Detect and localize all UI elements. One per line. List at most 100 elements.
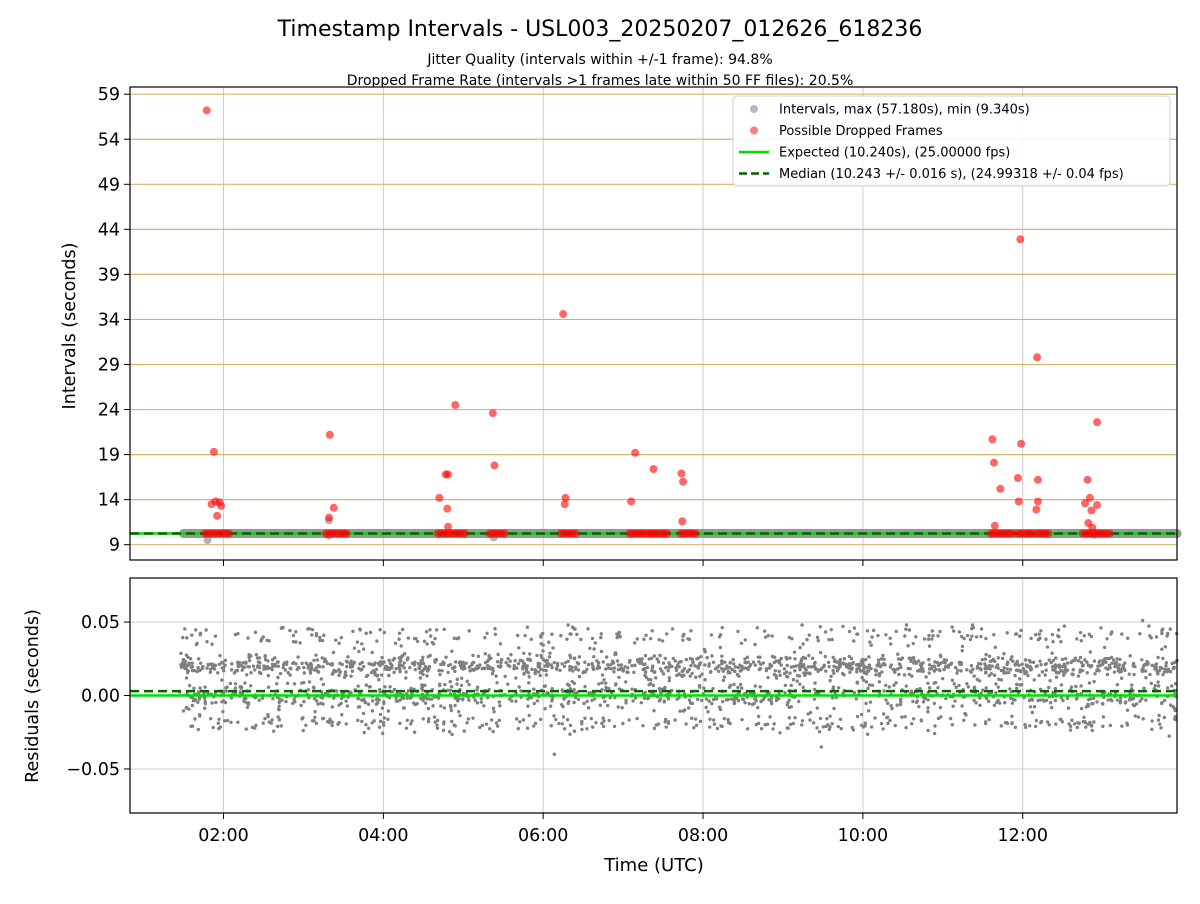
residual-point — [1048, 679, 1052, 683]
residual-point — [575, 691, 579, 695]
residual-point — [464, 661, 468, 665]
residual-point — [453, 703, 457, 708]
residual-point — [422, 639, 427, 643]
residual-point — [868, 640, 872, 644]
residual-point — [544, 668, 548, 673]
residual-point — [721, 699, 725, 704]
residual-point — [601, 724, 606, 729]
residual-point — [1161, 672, 1165, 677]
residual-point — [190, 633, 194, 637]
residual-point — [427, 717, 431, 721]
residual-point — [198, 661, 203, 665]
residual-point — [876, 661, 881, 665]
residual-point — [1075, 637, 1079, 641]
residual-point — [756, 705, 760, 710]
residual-point — [745, 727, 750, 731]
residual-point — [398, 669, 402, 674]
residual-point — [266, 673, 271, 678]
residual-point — [674, 668, 679, 673]
residual-point — [657, 638, 661, 642]
residual-point — [1101, 702, 1105, 706]
residual-point — [806, 665, 811, 669]
residual-point — [428, 628, 432, 632]
residual-point — [1144, 698, 1148, 702]
residual-point — [1092, 720, 1096, 724]
residual-point — [779, 663, 783, 667]
residual-point — [1145, 662, 1149, 667]
residual-point — [944, 696, 948, 701]
residual-point — [233, 682, 238, 686]
residual-point — [743, 660, 747, 665]
residual-point — [548, 704, 553, 708]
dropped-frame-point — [1083, 475, 1092, 484]
residual-point — [470, 662, 474, 667]
residual-point — [777, 659, 782, 663]
residual-point — [909, 689, 914, 693]
residual-point — [362, 730, 366, 735]
residual-point — [190, 724, 195, 728]
residual-point — [377, 678, 381, 682]
residual-point — [844, 665, 849, 669]
legend-label: Possible Dropped Frames — [779, 124, 943, 139]
intervals-y-tick-label: 34 — [98, 310, 120, 330]
residual-point — [953, 699, 957, 703]
residual-point — [678, 709, 682, 713]
residual-point — [525, 726, 530, 730]
residual-point — [599, 649, 604, 654]
residual-point — [211, 725, 215, 730]
residual-point — [224, 686, 228, 690]
legend-label: Median (10.243 +/- 0.016 s), (24.99318 +… — [779, 167, 1124, 182]
residual-point — [728, 661, 732, 665]
residual-point — [681, 709, 686, 713]
residual-point — [283, 668, 288, 672]
residual-point — [756, 714, 761, 719]
residual-point — [992, 633, 996, 637]
residual-point — [654, 676, 658, 680]
residual-point — [330, 723, 334, 728]
residual-point — [1038, 698, 1043, 702]
residual-point — [1030, 698, 1035, 702]
residual-point — [498, 642, 503, 646]
residual-point — [926, 637, 931, 641]
residual-point — [604, 681, 608, 685]
residual-point — [1168, 627, 1172, 631]
residual-point — [409, 686, 413, 691]
residual-point — [608, 696, 612, 700]
residual-point — [442, 706, 447, 710]
residual-point — [279, 626, 284, 630]
residual-point — [624, 680, 628, 684]
residual-point — [616, 667, 621, 672]
residual-point — [832, 659, 837, 664]
residual-point — [1059, 683, 1064, 687]
residual-point — [322, 659, 327, 664]
residual-point — [732, 662, 736, 666]
residual-point — [804, 671, 808, 676]
residual-point — [1080, 668, 1085, 673]
dropped-frame-point — [490, 461, 499, 470]
residual-point — [1092, 679, 1096, 684]
residual-point — [723, 660, 727, 664]
residual-point — [314, 653, 318, 657]
residual-point — [605, 703, 610, 708]
residual-point — [314, 631, 319, 636]
residual-point — [404, 726, 409, 730]
residual-point — [1118, 670, 1122, 674]
residual-point — [783, 683, 787, 688]
residual-point — [1010, 701, 1015, 705]
residual-point — [602, 678, 606, 682]
residual-point — [263, 654, 267, 659]
intervals-y-tick-label: 59 — [98, 85, 120, 105]
residual-point — [332, 696, 336, 700]
intervals-y-tick-label: 29 — [98, 355, 120, 375]
residual-point — [888, 665, 893, 669]
residual-point — [821, 725, 826, 729]
residual-point — [922, 637, 927, 641]
residual-point — [911, 699, 915, 704]
residual-point — [449, 708, 454, 713]
residual-point — [1061, 698, 1065, 703]
residual-point — [576, 668, 581, 672]
residual-point — [684, 657, 689, 662]
residual-point — [480, 723, 485, 728]
residual-point — [1023, 658, 1028, 662]
residual-point — [957, 630, 962, 634]
